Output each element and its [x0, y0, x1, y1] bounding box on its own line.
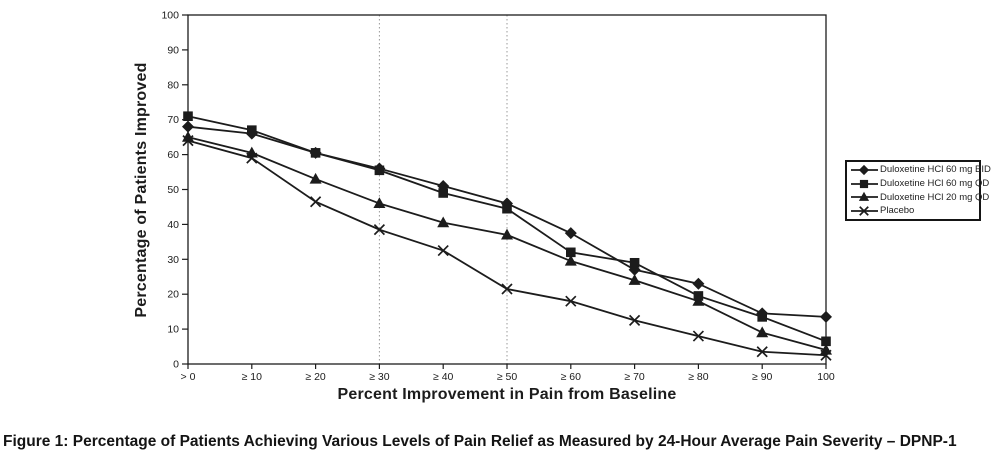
- legend-label: Duloxetine HCl 60 mg BID: [880, 164, 991, 176]
- x-tick-label: ≥ 20: [305, 371, 326, 383]
- diamond-marker-icon: [820, 310, 832, 323]
- y-tick-label: 80: [167, 79, 179, 91]
- triangle-marker-icon: [501, 228, 513, 240]
- x-marker-icon: [437, 244, 449, 257]
- x-axis: > 0 ≥ 10 ≥ 20 ≥ 30 ≥ 40 ≥ 50 ≥ 60 ≥ 70 ≥ 80 ≥ 90 1…: [181, 364, 835, 383]
- line-chart: 0 10 20 30 40 50 60 70 80 90 100 > 0 ≥ 10 ≥ 20 ≥ 30 ≥ 4…: [161, 10, 835, 384]
- diamond-marker-icon: [564, 227, 577, 240]
- legend-key-sample: [851, 192, 878, 202]
- x-axis-title: Percent Improvement in Pain from Baselin…: [337, 386, 677, 403]
- y-tick-label: 40: [167, 219, 179, 231]
- y-tick-label: 20: [167, 289, 179, 301]
- triangle-marker-icon: [182, 130, 194, 142]
- square-marker-icon: [438, 188, 448, 198]
- x-tick-label: ≥ 30: [369, 371, 390, 383]
- triangle-marker-icon: [692, 294, 705, 306]
- square-marker-icon: [374, 165, 385, 176]
- x-marker-icon: [501, 283, 513, 295]
- x-tick-label: ≥ 50: [497, 371, 518, 383]
- diamond-marker-icon: [692, 277, 705, 290]
- legend: Duloxetine HCl 60 mg BID Duloxetine HCl 6…: [845, 160, 991, 221]
- square-marker-icon: [757, 312, 767, 322]
- legend-item-square: Duloxetine HCl 60 mg QD: [850, 177, 989, 190]
- y-tick-label: 50: [167, 184, 179, 196]
- x-marker-icon: [565, 295, 577, 307]
- series-x: [182, 135, 832, 361]
- legend-item-triangle: Duloxetine HCl 20 mg QD: [850, 191, 989, 204]
- square-marker-icon: [183, 111, 193, 122]
- square-marker-icon: [566, 247, 576, 258]
- x-marker-icon: [309, 196, 322, 208]
- x-tick-label: ≥ 60: [561, 371, 582, 383]
- legend-item-x: Placebo: [850, 205, 977, 218]
- triangle-marker-icon: [437, 216, 450, 228]
- y-tick-label: 0: [173, 359, 179, 371]
- x-tick-label: 100: [817, 371, 835, 383]
- x-tick-label: ≥ 40: [433, 371, 454, 383]
- legend-label: Placebo: [880, 205, 915, 217]
- x-tick-label: ≥ 90: [752, 371, 773, 383]
- legend-key-sample: [851, 206, 878, 216]
- y-tick-label: 30: [167, 254, 179, 266]
- y-tick-label: 70: [167, 114, 179, 126]
- triangle-marker-icon: [858, 192, 870, 202]
- series-triangle: [182, 130, 832, 355]
- x-marker-icon: [859, 206, 869, 216]
- x-marker-icon: [246, 152, 258, 164]
- x-tick-label: ≥ 80: [688, 371, 709, 383]
- square-marker-icon: [502, 203, 512, 214]
- triangle-marker-icon: [628, 274, 641, 285]
- legend-label: Duloxetine HCl 20 mg QD: [880, 191, 990, 203]
- figure-caption: Figure 1: Percentage of Patients Achievi…: [3, 433, 957, 450]
- legend-key-sample: [851, 179, 878, 188]
- x-tick-label: > 0: [181, 371, 196, 383]
- diamond-marker-icon: [858, 164, 870, 175]
- square-marker-icon: [629, 257, 640, 268]
- legend-item-diamond: Duloxetine HCl 60 mg BID: [850, 163, 991, 176]
- y-tick-label: 60: [167, 149, 179, 161]
- y-axis: 0 10 20 30 40 50 60 70 80 90 100: [161, 10, 188, 371]
- x-marker-icon: [182, 135, 194, 147]
- legend-key-sample: [851, 164, 878, 175]
- x-marker-icon: [820, 349, 832, 361]
- y-tick-label: 90: [167, 44, 179, 56]
- x-tick-label: ≥ 10: [242, 371, 263, 383]
- square-marker-icon: [310, 148, 321, 158]
- x-marker-icon: [756, 346, 768, 358]
- x-marker-icon: [373, 224, 386, 236]
- triangle-marker-icon: [756, 326, 769, 338]
- square-marker-icon: [821, 336, 831, 347]
- x-marker-icon: [628, 314, 641, 326]
- y-tick-label: 100: [161, 10, 179, 22]
- triangle-marker-icon: [309, 172, 322, 184]
- legend-label: Duloxetine HCl 60 mg QD: [880, 177, 990, 189]
- triangle-marker-icon: [373, 197, 386, 209]
- x-tick-label: ≥ 70: [624, 371, 645, 383]
- y-tick-label: 10: [167, 324, 179, 336]
- x-marker-icon: [692, 330, 705, 342]
- diamond-marker-icon: [182, 120, 194, 133]
- y-axis-title: Percentage of Patients Improved: [133, 62, 150, 318]
- square-marker-icon: [859, 179, 869, 188]
- square-marker-icon: [247, 125, 257, 135]
- triangle-marker-icon: [564, 254, 577, 266]
